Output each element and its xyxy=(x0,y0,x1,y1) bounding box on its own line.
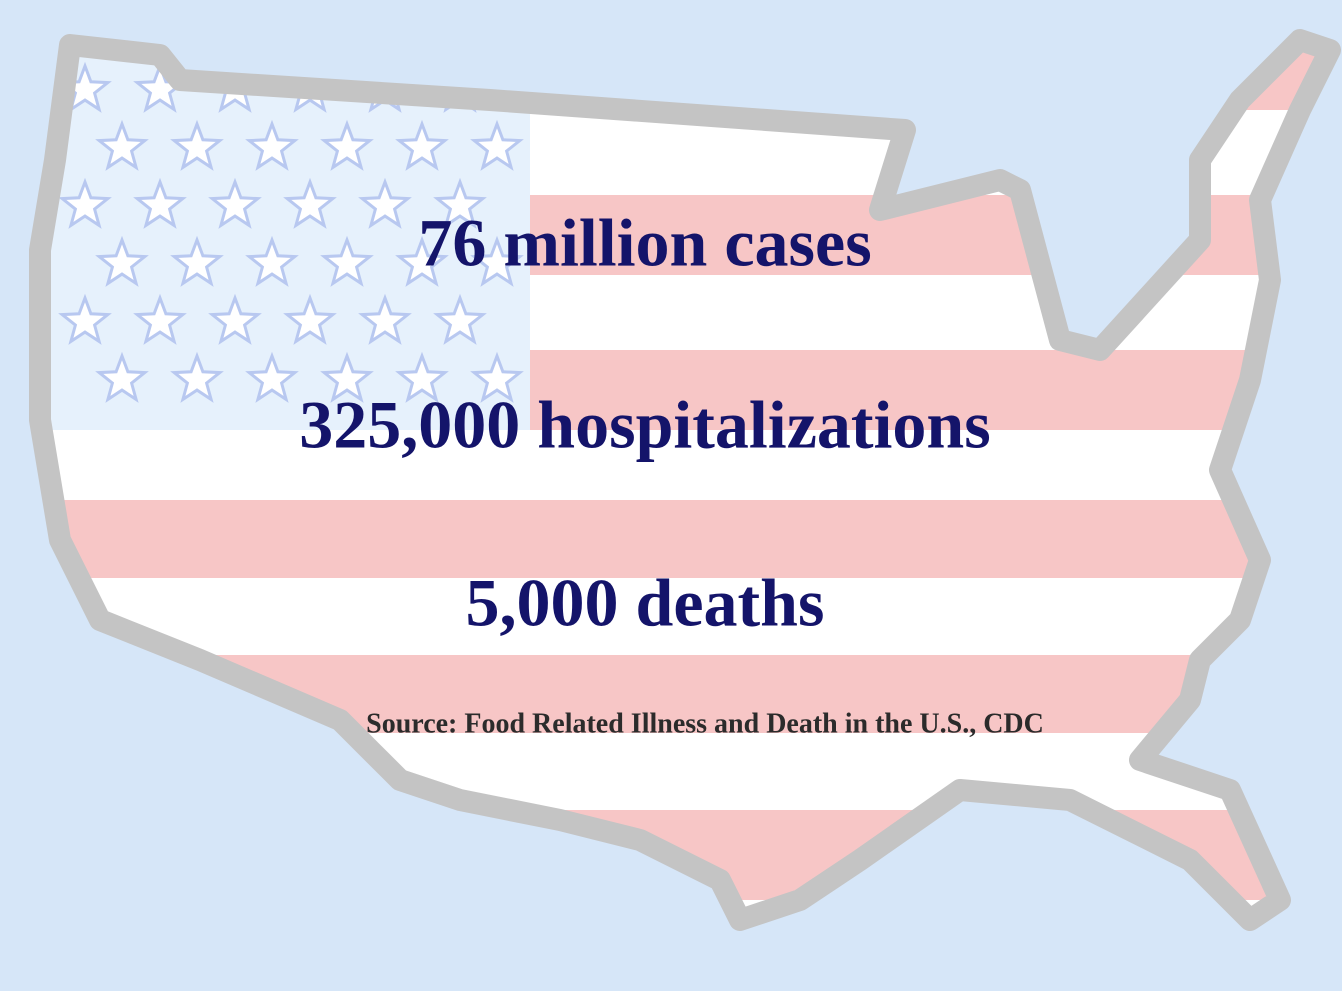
star xyxy=(133,293,187,345)
star xyxy=(245,351,299,403)
star xyxy=(433,177,487,229)
stat-line: 325,000 hospitalizations xyxy=(299,387,990,463)
star xyxy=(395,351,449,403)
star xyxy=(395,235,449,287)
star xyxy=(95,235,149,287)
stars xyxy=(58,61,524,403)
star xyxy=(208,177,262,229)
star xyxy=(58,177,112,229)
map-outline xyxy=(29,29,1341,931)
star xyxy=(433,293,487,345)
star xyxy=(170,119,224,171)
star xyxy=(170,351,224,403)
star xyxy=(470,235,524,287)
star xyxy=(95,351,149,403)
star xyxy=(470,351,524,403)
star xyxy=(358,293,412,345)
stat-line: 5,000 deaths xyxy=(466,565,825,641)
star xyxy=(283,293,337,345)
star xyxy=(245,235,299,287)
star xyxy=(320,119,374,171)
star xyxy=(133,177,187,229)
star xyxy=(95,119,149,171)
stripe xyxy=(40,500,1330,578)
star xyxy=(245,119,299,171)
stat-line: 76 million cases xyxy=(418,205,871,281)
star xyxy=(470,119,524,171)
star xyxy=(58,293,112,345)
star xyxy=(320,235,374,287)
star xyxy=(395,119,449,171)
star xyxy=(208,293,262,345)
star xyxy=(283,177,337,229)
star xyxy=(170,235,224,287)
star xyxy=(320,351,374,403)
source: Source: Food Related Illness and Death i… xyxy=(366,708,1044,739)
star xyxy=(358,177,412,229)
